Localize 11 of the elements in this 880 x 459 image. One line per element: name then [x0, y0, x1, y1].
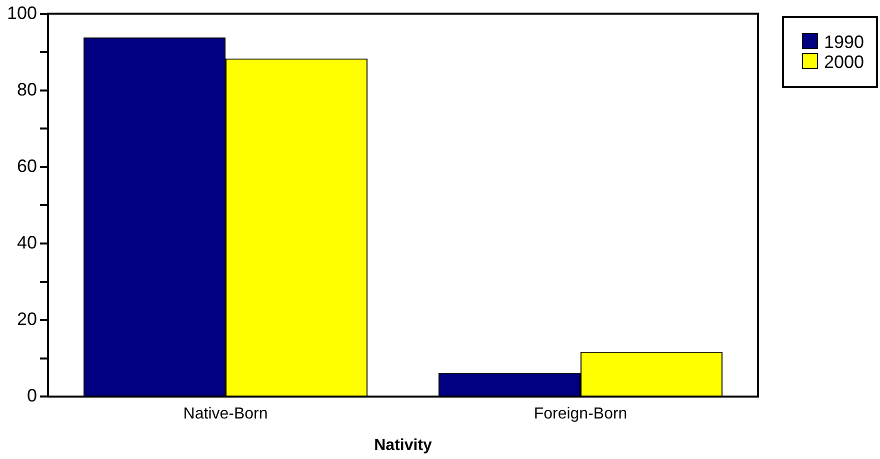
y-tick-label: 60 — [17, 156, 38, 176]
y-tick-label: 20 — [17, 309, 38, 330]
y-tick-label: 100 — [6, 2, 38, 23]
y-tick-label: 40 — [17, 232, 38, 252]
y-tick-label: 0 — [27, 386, 38, 406]
y-tick-label: 80 — [17, 79, 38, 100]
legend-label: 1990 — [824, 32, 864, 52]
x-axis-title: Nativity — [374, 436, 432, 454]
x-tick-label: Native-Born — [183, 406, 268, 423]
legend-label: 2000 — [824, 52, 864, 72]
x-tick-label: Foreign-Born — [534, 406, 628, 423]
